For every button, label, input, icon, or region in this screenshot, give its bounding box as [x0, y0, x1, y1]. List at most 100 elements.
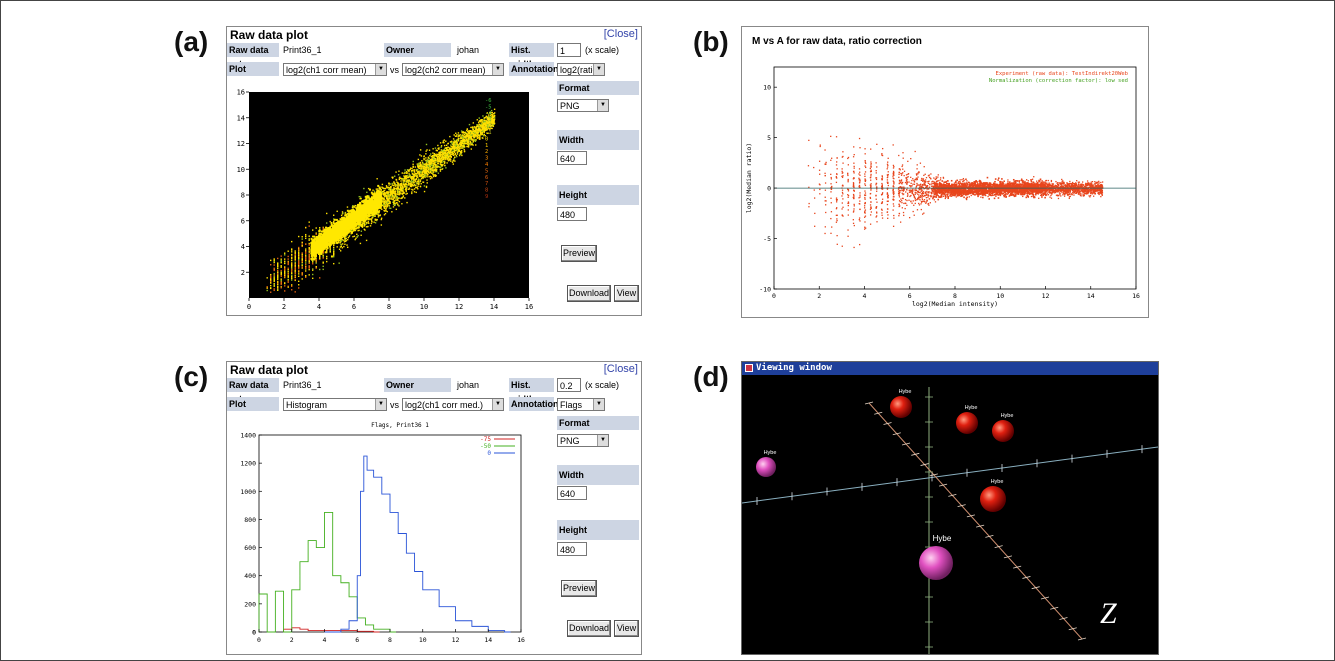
z-tick — [966, 514, 975, 518]
sphere-label: Hybe — [933, 534, 952, 543]
ma-point — [941, 188, 944, 191]
ma-point — [924, 181, 926, 183]
ma-point — [842, 175, 844, 177]
ma-point — [825, 163, 827, 165]
plot-x-select[interactable]: log2(ch1 corr mean) ▼ — [283, 63, 387, 76]
ma-point — [928, 180, 930, 182]
ma-point — [1091, 186, 1093, 188]
ma-point — [1009, 190, 1012, 193]
y-tick-label: 0 — [767, 185, 771, 193]
ma-point — [853, 186, 855, 188]
ma-point — [957, 189, 960, 191]
ma-point — [1031, 178, 1034, 180]
ma-point — [1043, 181, 1045, 183]
ma-point — [1039, 190, 1042, 193]
ma-point — [1069, 192, 1071, 194]
plot-x-select[interactable]: Histogram ▼ — [283, 398, 387, 411]
ma-point — [852, 184, 855, 186]
ma-point — [835, 198, 838, 201]
width-input[interactable]: 640 — [557, 151, 587, 165]
ma-point — [984, 193, 987, 195]
raw-data-plot-panel-c: Raw data plot [Close] Raw data set Print… — [226, 361, 642, 655]
viewing-window-titlebar[interactable]: Viewing window — [742, 362, 1158, 375]
ma-point — [925, 196, 928, 199]
plot-y-select[interactable]: log2(ch2 corr mean) ▼ — [402, 63, 504, 76]
ma-point — [887, 182, 889, 184]
ma-point — [1039, 178, 1042, 181]
ma-point — [1039, 182, 1042, 184]
ma-point — [1099, 187, 1102, 190]
ma-point — [870, 176, 872, 179]
ma-point — [947, 197, 950, 200]
ma-point — [1091, 181, 1094, 183]
ma-point — [824, 232, 826, 235]
ma-point — [870, 169, 872, 171]
ma-point — [942, 183, 945, 186]
ma-point — [939, 177, 942, 179]
ma-point — [1006, 185, 1008, 188]
close-link[interactable]: [Close] — [603, 363, 638, 375]
ma-point — [1101, 184, 1104, 186]
ma-point — [1027, 195, 1030, 198]
format-select[interactable]: PNG ▼ — [557, 434, 609, 447]
ma-point — [1072, 190, 1074, 192]
ma-point — [1013, 183, 1015, 186]
ma-point — [900, 172, 902, 175]
annotation-select[interactable]: Flags ▼ — [557, 398, 605, 411]
format-select[interactable]: PNG ▼ — [557, 99, 609, 112]
ma-point — [988, 189, 990, 191]
ma-point — [1059, 187, 1062, 190]
plot-y-select[interactable]: log2(ch1 corr med.) ▼ — [402, 398, 504, 411]
download-button[interactable]: Download — [567, 620, 611, 637]
ma-point — [936, 193, 938, 196]
close-link[interactable]: [Close] — [603, 28, 638, 40]
annotation-select[interactable]: log2(ratio) ▼ — [557, 63, 605, 76]
ma-point — [1005, 190, 1008, 192]
ma-point — [986, 176, 989, 179]
ma-point — [863, 228, 866, 230]
ma-point — [893, 181, 895, 183]
ma-point — [870, 179, 872, 181]
ma-point — [1057, 190, 1060, 192]
ma-point — [876, 212, 878, 214]
ma-point — [1035, 189, 1038, 191]
ma-point — [1052, 189, 1054, 192]
ma-point — [1092, 189, 1094, 191]
height-input[interactable]: 480 — [557, 207, 587, 221]
hist-width-input[interactable]: 1 — [557, 43, 581, 57]
view-button[interactable]: View — [614, 620, 639, 637]
ma-point — [1021, 188, 1024, 191]
ma-point — [1079, 186, 1081, 189]
ma-point — [1010, 188, 1012, 191]
ma-point — [1018, 181, 1021, 183]
preview-button[interactable]: Preview — [561, 245, 597, 262]
ma-point — [1032, 194, 1035, 196]
height-input[interactable]: 480 — [557, 542, 587, 556]
ma-point — [999, 194, 1002, 197]
ma-point — [995, 185, 998, 187]
width-input[interactable]: 640 — [557, 486, 587, 500]
view-button[interactable]: View — [614, 285, 639, 302]
ma-point — [1008, 190, 1011, 193]
ma-point — [1029, 192, 1031, 194]
ma-point — [813, 189, 815, 191]
ma-point — [949, 189, 952, 192]
ma-point — [892, 203, 895, 205]
ma-point — [902, 152, 904, 154]
download-button[interactable]: Download — [567, 285, 611, 302]
panel-title: Raw data plot — [230, 363, 309, 377]
ma-point — [1036, 184, 1039, 186]
ma-point — [934, 178, 937, 181]
ma-point — [908, 191, 911, 193]
ma-point — [907, 173, 910, 175]
ma-point — [847, 188, 850, 191]
ma-point — [975, 184, 978, 187]
x-tick-label: 6 — [352, 303, 356, 311]
ma-point — [847, 178, 849, 181]
ma-point — [992, 184, 995, 186]
ma-point — [1034, 184, 1037, 186]
preview-button[interactable]: Preview — [561, 580, 597, 597]
ma-point — [847, 201, 850, 203]
hist-width-input[interactable]: 0.2 — [557, 378, 581, 392]
